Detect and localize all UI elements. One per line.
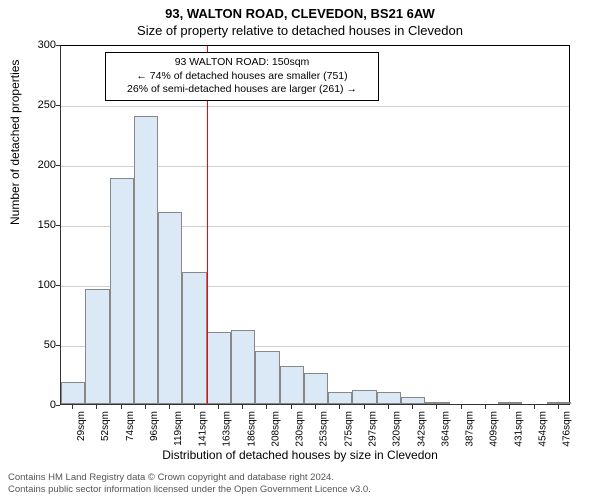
histogram-bar — [255, 351, 279, 404]
x-tick-mark — [461, 405, 462, 409]
histogram-bar — [352, 390, 376, 404]
x-tick-mark — [121, 405, 122, 409]
chart-title-main: 93, WALTON ROAD, CLEVEDON, BS21 6AW — [0, 0, 600, 21]
y-tick-mark — [56, 225, 60, 226]
y-tick-mark — [56, 45, 60, 46]
histogram-bar — [231, 330, 255, 404]
y-tick-mark — [56, 285, 60, 286]
chart-title-sub: Size of property relative to detached ho… — [0, 21, 600, 38]
annotation-line: 26% of semi-detached houses are larger (… — [112, 83, 372, 97]
histogram-bar — [304, 373, 328, 404]
histogram-bar — [158, 212, 182, 404]
histogram-bar — [61, 382, 85, 404]
x-tick-mark — [388, 405, 389, 409]
annotation-box: 93 WALTON ROAD: 150sqm← 74% of detached … — [105, 52, 379, 101]
x-tick-mark — [96, 405, 97, 409]
x-tick-mark — [291, 405, 292, 409]
y-tick-mark — [56, 165, 60, 166]
histogram-bar — [328, 392, 352, 404]
annotation-line: ← 74% of detached houses are smaller (75… — [112, 70, 372, 84]
y-tick-label: 100 — [16, 279, 56, 291]
x-tick-mark — [534, 405, 535, 409]
x-tick-label: 186sqm — [246, 411, 257, 447]
histogram-bar — [425, 402, 449, 404]
x-tick-mark — [509, 405, 510, 409]
histogram-bar — [498, 402, 522, 404]
y-tick-label: 300 — [16, 39, 56, 51]
x-tick-label: 275sqm — [343, 411, 354, 447]
x-axis-label: Distribution of detached houses by size … — [0, 448, 600, 462]
histogram-bar — [182, 272, 206, 404]
x-tick-label: 52sqm — [100, 411, 111, 441]
x-tick-label: 253sqm — [319, 411, 330, 447]
y-tick-label: 200 — [16, 159, 56, 171]
x-tick-label: 119sqm — [173, 411, 184, 446]
x-tick-label: 29sqm — [76, 411, 87, 441]
x-tick-mark — [169, 405, 170, 409]
histogram-bar — [401, 397, 425, 404]
x-tick-mark — [72, 405, 73, 409]
x-tick-mark — [145, 405, 146, 409]
y-tick-mark — [56, 105, 60, 106]
histogram-bar — [280, 366, 304, 404]
y-tick-label: 0 — [16, 399, 56, 411]
x-tick-mark — [266, 405, 267, 409]
y-tick-mark — [56, 405, 60, 406]
x-tick-mark — [218, 405, 219, 409]
x-tick-label: 364sqm — [440, 411, 451, 447]
x-tick-label: 230sqm — [295, 411, 306, 447]
x-tick-label: 342sqm — [416, 411, 427, 447]
y-tick-label: 250 — [16, 99, 56, 111]
x-tick-mark — [364, 405, 365, 409]
x-tick-mark — [339, 405, 340, 409]
y-tick-label: 50 — [16, 339, 56, 351]
footer-line-1: Contains HM Land Registry data © Crown c… — [8, 472, 371, 484]
y-axis-label: Number of detached properties — [8, 60, 22, 225]
histogram-bar — [377, 392, 401, 404]
x-tick-label: 96sqm — [149, 411, 160, 441]
x-tick-label: 387sqm — [465, 411, 476, 447]
x-tick-label: 141sqm — [198, 411, 209, 447]
x-tick-label: 74sqm — [125, 411, 136, 441]
grid-line — [61, 106, 569, 107]
x-tick-label: 297sqm — [368, 411, 379, 447]
x-tick-label: 476sqm — [562, 411, 573, 447]
x-tick-label: 409sqm — [489, 411, 500, 447]
y-tick-mark — [56, 345, 60, 346]
x-tick-label: 320sqm — [392, 411, 403, 447]
x-tick-mark — [194, 405, 195, 409]
histogram-bar — [85, 289, 109, 404]
x-tick-label: 163sqm — [222, 411, 233, 447]
x-tick-mark — [412, 405, 413, 409]
histogram-bar — [207, 332, 231, 404]
footer-line-2: Contains public sector information licen… — [8, 484, 371, 496]
x-tick-mark — [315, 405, 316, 409]
x-tick-label: 454sqm — [538, 411, 549, 447]
histogram-bar — [547, 402, 571, 404]
footer-attribution: Contains HM Land Registry data © Crown c… — [8, 472, 371, 496]
histogram-bar — [134, 116, 158, 404]
x-tick-mark — [558, 405, 559, 409]
x-tick-mark — [242, 405, 243, 409]
histogram-bar — [110, 178, 134, 404]
x-tick-label: 208sqm — [270, 411, 281, 447]
x-tick-label: 431sqm — [513, 411, 524, 447]
x-tick-mark — [436, 405, 437, 409]
annotation-line: 93 WALTON ROAD: 150sqm — [112, 56, 372, 70]
x-tick-mark — [485, 405, 486, 409]
y-tick-label: 150 — [16, 219, 56, 231]
